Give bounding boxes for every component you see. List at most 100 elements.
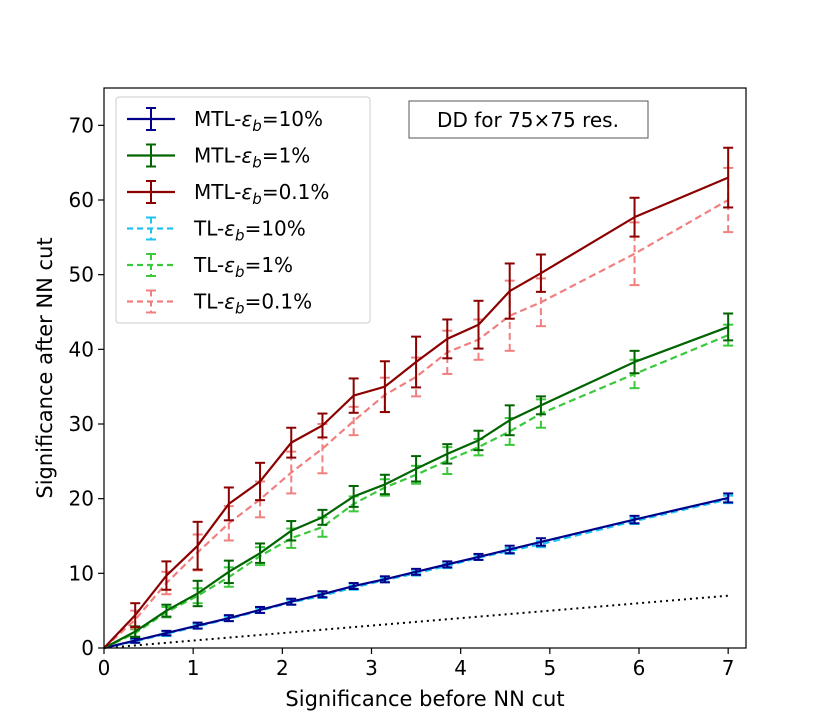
series-0: [103, 492, 734, 650]
legend-label-prefix: TL-: [193, 290, 224, 314]
x-tick-label: 4: [454, 656, 467, 680]
error-bar: [130, 637, 141, 644]
series-2: [103, 146, 734, 649]
x-tick-label: 6: [633, 656, 646, 680]
error-bar: [535, 395, 546, 416]
error-bar: [317, 412, 328, 439]
error-bar: [161, 629, 172, 637]
error-bar: [348, 377, 359, 414]
legend-label-prefix: TL-: [193, 217, 224, 241]
error-bar: [348, 484, 359, 508]
error-bar: [473, 552, 484, 561]
error-bar: [255, 542, 266, 564]
legend-label-epsilon: ε: [224, 253, 235, 277]
error-bar: [411, 455, 422, 483]
y-tick-label: 30: [69, 412, 94, 436]
x-tick-label: 1: [187, 656, 200, 680]
legend-label-subscript: b: [252, 190, 262, 208]
legend-label: MTL-εb=10%: [194, 107, 323, 135]
legend-label-prefix: MTL-: [194, 180, 241, 204]
legend-entry: MTL-εb=0.1%: [127, 180, 329, 208]
error-bar: [379, 360, 390, 414]
legend-label: MTL-εb=0.1%: [194, 180, 329, 208]
error-bar: [442, 443, 453, 465]
legend-label-subscript: b: [252, 154, 262, 172]
error-bar: [504, 404, 515, 437]
legend-label-epsilon: ε: [241, 180, 252, 204]
legend-label-subscript: b: [235, 263, 245, 281]
legend-entry: MTL-εb=1%: [127, 143, 310, 172]
error-bar: [130, 602, 141, 629]
legend-entry: TL-εb=10%: [127, 216, 306, 245]
legend-label-prefix: MTL-: [194, 107, 241, 131]
y-tick-label: 40: [69, 337, 94, 361]
legend-label-value: =1%: [262, 144, 311, 168]
x-tick-label: 3: [365, 656, 378, 680]
legend-entry: MTL-εb=10%: [127, 107, 323, 135]
error-bar: [223, 559, 234, 585]
legend-label-epsilon: ε: [224, 290, 235, 314]
error-bar: [723, 492, 734, 504]
error-bar: [473, 429, 484, 452]
error-bar: [379, 575, 390, 584]
error-bar: [286, 520, 297, 542]
x-tick-label: 2: [276, 656, 289, 680]
error-bar: [411, 335, 422, 389]
reference-line: [103, 594, 729, 649]
error-bar: [723, 312, 734, 342]
legend-label-value: =0.1%: [262, 180, 330, 204]
legend-label-subscript: b: [235, 300, 245, 318]
y-tick-label: 50: [69, 263, 94, 287]
y-tick-label: 70: [69, 113, 94, 137]
y-tick-label: 0: [81, 636, 94, 660]
error-bar: [535, 537, 546, 547]
x-tick-label: 5: [543, 656, 556, 680]
error-bar: [473, 299, 484, 350]
legend-entry: TL-εb=0.1%: [127, 289, 312, 318]
y-tick-label: 20: [69, 487, 94, 511]
series-1: [103, 312, 734, 649]
error-bar: [629, 514, 640, 525]
error-bar: [286, 426, 297, 459]
error-bar: [161, 603, 172, 618]
legend-label-prefix: MTL-: [194, 144, 241, 168]
error-bar: [629, 349, 640, 375]
plot-area: [103, 146, 734, 650]
x-tick-label: 7: [722, 656, 735, 680]
legend-label-epsilon: ε: [224, 217, 235, 241]
legend-label-value: =10%: [245, 217, 306, 241]
error-bar: [411, 567, 422, 576]
annotation-text: DD for 75×75 res.: [437, 108, 619, 132]
y-tick-label: 10: [69, 561, 94, 585]
error-bar: [348, 582, 359, 591]
x-tick-label: 0: [98, 656, 111, 680]
annotation-frame: [408, 100, 649, 139]
legend-entries: MTL-εb=10%MTL-εb=1%MTL-εb=0.1%TL-εb=10%T…: [127, 107, 329, 318]
legend-label: TL-εb=10%: [193, 217, 306, 245]
legend-label-prefix: TL-: [193, 253, 224, 277]
error-bar: [223, 614, 234, 623]
error-bar: [286, 597, 297, 606]
error-bar: [442, 560, 453, 569]
legend-label: TL-εb=0.1%: [193, 290, 312, 318]
x-axis-label: Significance before NN cut: [285, 687, 564, 711]
y-tick-label: 60: [69, 188, 94, 212]
legend-frame: [115, 96, 371, 324]
legend-label: TL-εb=1%: [193, 253, 293, 281]
error-bar: [192, 621, 203, 630]
error-bar: [192, 520, 203, 571]
error-bar: [223, 486, 234, 522]
error-bar: [442, 318, 453, 360]
error-bar: [255, 605, 266, 614]
error-bar: [535, 253, 546, 293]
legend-label-value: =1%: [245, 253, 294, 277]
error-bar: [629, 196, 640, 238]
legend-label-value: =10%: [262, 107, 323, 131]
legend-label: MTL-εb=1%: [194, 144, 310, 172]
error-bar: [161, 560, 172, 591]
legend-label-subscript: b: [235, 227, 245, 245]
y-axis-label: Significance after NN cut: [33, 237, 57, 498]
legend-entry: TL-εb=1%: [127, 253, 293, 281]
